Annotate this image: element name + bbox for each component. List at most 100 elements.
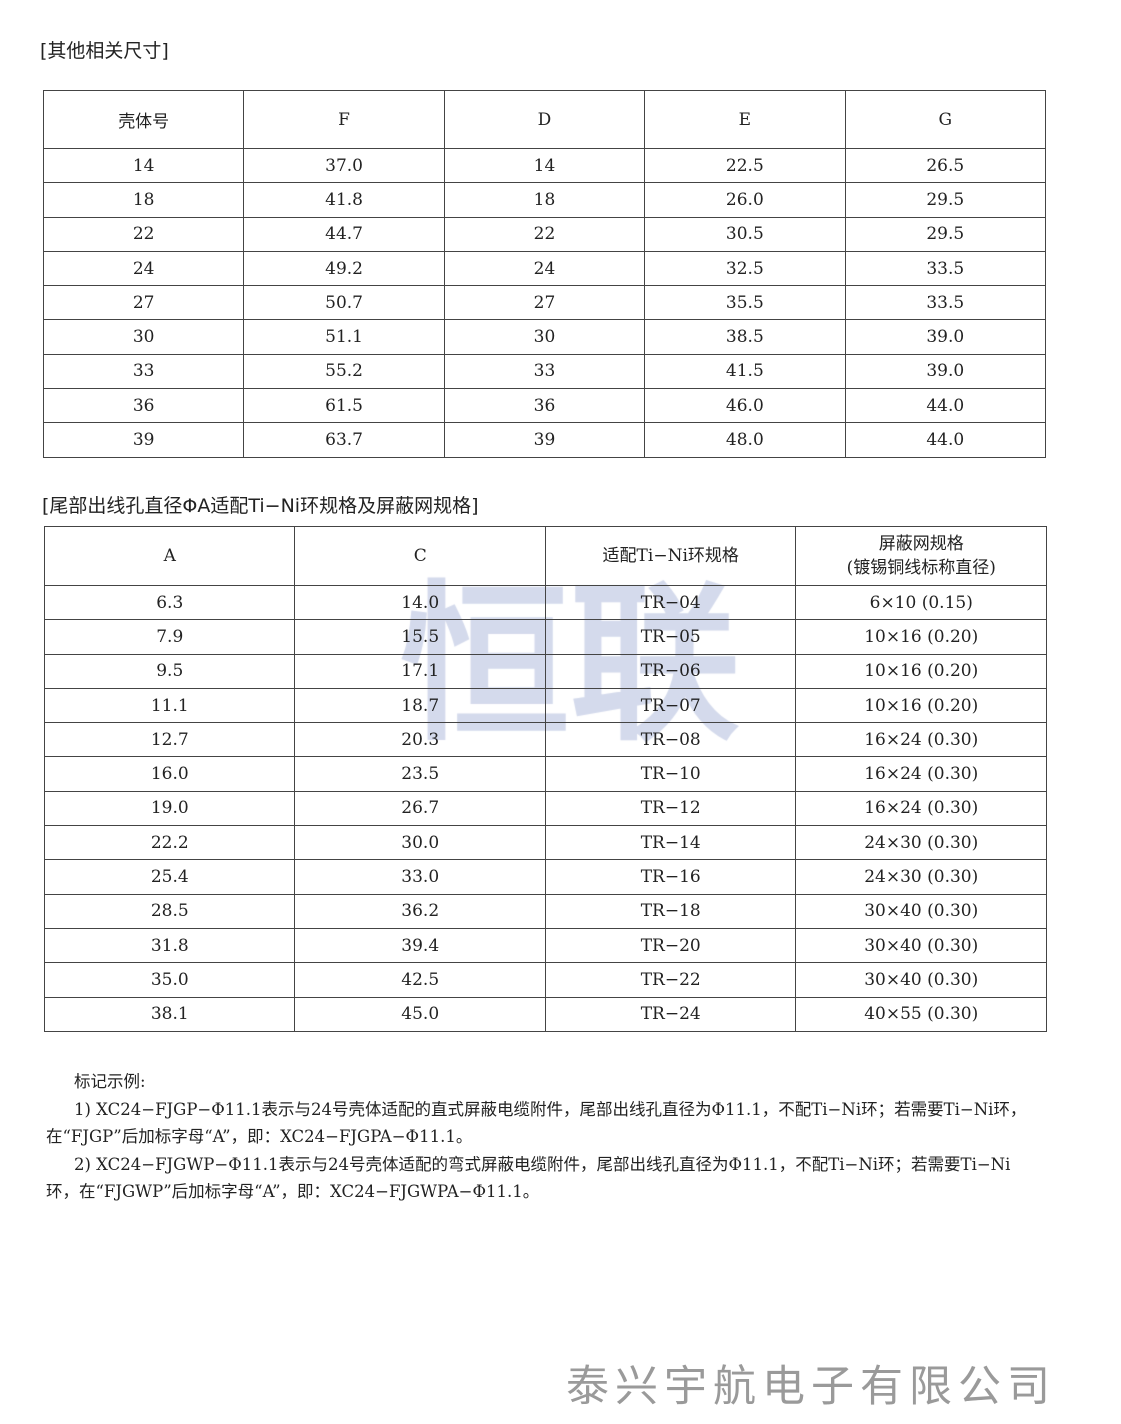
marking-examples: 标记示例: 1) XC24−FJGP−Φ11.1表示与24号壳体适配的直式屏蔽电… [46,1068,1036,1206]
header-shield: 屏蔽网规格 (镀锡铜线标称直径) [795,526,1047,586]
table-cell: 17.1 [294,653,546,689]
table-header: D [443,90,646,149]
table-cell: 30.5 [644,216,846,252]
table-cell: 44.7 [243,216,445,252]
table-cell: 44.0 [844,388,1047,424]
table-cell: 46.0 [644,388,846,424]
table-cell: 36 [443,388,646,424]
table-cell: 40×55 (0.30) [795,996,1047,1032]
table-cell: TR−20 [544,927,797,964]
table-row: 33 55.2 33 41.5 39.0 [42,353,1047,390]
table-header: E [644,90,846,149]
header-shield-line2: (镀锡铜线标称直径) [846,558,996,578]
table-cell: 22 [42,216,245,252]
table-cell: 39.0 [844,353,1047,390]
table-cell: 50.7 [243,285,445,321]
table-cell: 33.0 [294,859,546,895]
notes-heading: 标记示例: [74,1072,146,1091]
table-cell: 24×30 (0.30) [795,859,1047,895]
table-cell: 38.5 [644,319,846,355]
table-cell: 24×30 (0.30) [795,825,1047,861]
table-cell: 35.5 [644,285,846,321]
table-row: 6.3 14.0 TR−04 6×10 (0.15) [43,584,1047,621]
header-shield-line1: 屏蔽网规格 [878,534,964,554]
table-cell: 10×16 (0.20) [795,687,1047,724]
table-header: 壳体号 [42,90,245,149]
table-cell: 28.5 [43,893,296,929]
table-cell: 16×24 (0.30) [795,790,1047,827]
table-cell: 48.0 [644,422,846,458]
table-row: 27 50.7 27 35.5 33.5 [42,285,1047,321]
table-cell: 24 [42,250,245,287]
table-cell: TR−24 [544,996,797,1032]
table-cell: 33 [42,353,245,390]
header-c: C [294,526,546,586]
table-header-row: 壳体号 F D E G [42,90,1047,149]
table-cell: TR−05 [544,619,797,655]
table-cell: 10×16 (0.20) [795,653,1047,689]
table-cell: 33 [443,353,646,390]
table-cell: TR−14 [544,825,797,861]
table-cell: 11.1 [43,687,296,724]
table-row: 16.0 23.5 TR−10 16×24 (0.30) [43,756,1047,792]
table-cell: 18.7 [294,687,546,724]
table-cell: 10×16 (0.20) [795,619,1047,655]
table-cell: 33.5 [844,250,1047,287]
table-cell: 39.0 [844,319,1047,355]
table-cell: 14 [443,147,646,184]
table-cell: 26.0 [644,182,846,218]
table-cell: 30×40 (0.30) [795,962,1047,998]
table-cell: TR−22 [544,962,797,998]
table-cell: 35.0 [43,962,296,998]
table-cell: 44.0 [844,422,1047,458]
ring-spec-table: A C 适配Ti−Ni环规格 屏蔽网规格 (镀锡铜线标称直径) 6.3 14.0 TR… [43,526,1047,1032]
table-cell: 30.0 [294,825,546,861]
table-cell: 37.0 [243,147,445,184]
table-cell: TR−10 [544,756,797,792]
table-header: G [844,90,1047,149]
table-cell: 32.5 [644,250,846,287]
table-cell: 16×24 (0.30) [795,756,1047,792]
table-cell: 33.5 [844,285,1047,321]
table-row: 7.9 15.5 TR−05 10×16 (0.20) [43,619,1047,655]
table-cell: 6×10 (0.15) [795,584,1047,621]
table-row: 11.1 18.7 TR−07 10×16 (0.20) [43,687,1047,724]
table-row: 28.5 36.2 TR−18 30×40 (0.30) [43,893,1047,929]
table-cell: TR−12 [544,790,797,827]
table-cell: 9.5 [43,653,296,689]
table-cell: TR−06 [544,653,797,689]
table-cell: 22.2 [43,825,296,861]
table-row: 36 61.5 36 46.0 44.0 [42,388,1047,424]
table-row: 35.0 42.5 TR−22 30×40 (0.30) [43,962,1047,998]
table-cell: 29.5 [844,216,1047,252]
section-title-dimensions: [其他相关尺寸] [40,40,169,62]
table-cell: 41.8 [243,182,445,218]
table-cell: 25.4 [43,859,296,895]
table-cell: 27 [42,285,245,321]
table-cell: 39 [443,422,646,458]
table-cell: 12.7 [43,722,296,758]
table-cell: 27 [443,285,646,321]
table-header: F [243,90,445,149]
table-cell: 7.9 [43,619,296,655]
dimensions-table: 壳体号 F D E G 14 37.0 14 22.5 26.5 18 41.8 18 26.0 29.5 2… [42,90,1047,458]
table-cell: 24 [443,250,646,287]
table-row: 38.1 45.0 TR−24 40×55 (0.30) [43,996,1047,1032]
table-cell: 30 [443,319,646,355]
table-cell: TR−08 [544,722,797,758]
table-cell: 16.0 [43,756,296,792]
header-ring: 适配Ti−Ni环规格 [544,526,797,586]
table-cell: 55.2 [243,353,445,390]
note-item: 2) XC24−FJGWP−Φ11.1表示与24号壳体适配的弯式屏蔽电缆附件，尾… [46,1154,1011,1202]
table-cell: 16×24 (0.30) [795,722,1047,758]
table-cell: 26.7 [294,790,546,827]
table-cell: TR−04 [544,584,797,621]
table-cell: 39.4 [294,927,546,964]
table-cell: 31.8 [43,927,296,964]
table-cell: 39 [42,422,245,458]
company-footer: 泰兴宇航电子有限公司 [566,1362,1056,1412]
table-cell: 6.3 [43,584,296,621]
table-cell: 29.5 [844,182,1047,218]
note-item: 1) XC24−FJGP−Φ11.1表示与24号壳体适配的直式屏蔽电缆附件，尾部… [46,1099,1027,1147]
table-cell: 15.5 [294,619,546,655]
